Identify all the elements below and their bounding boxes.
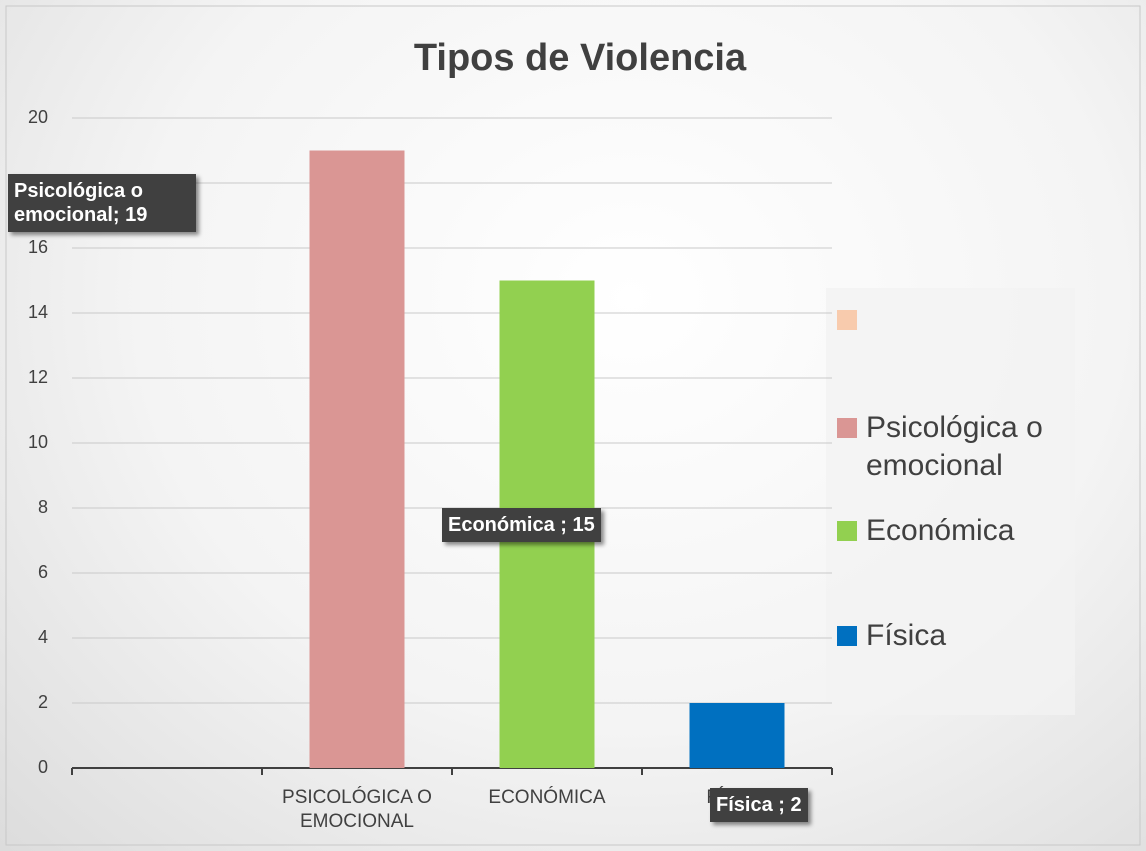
y-tick-label: 0 (38, 757, 48, 777)
x-tick-label: PSICOLÓGICA O EMOCIONAL (282, 787, 432, 832)
legend-swatch (837, 626, 857, 646)
x-tick-label: ECONÓMICA (488, 787, 606, 808)
y-tick-label: 8 (38, 497, 48, 517)
data-label: Física ; 2 (710, 788, 808, 822)
bar (689, 703, 785, 768)
y-tick-label: 10 (28, 432, 48, 452)
y-tick-label: 6 (38, 562, 48, 582)
bar (309, 150, 405, 768)
chart-border (5, 5, 1141, 846)
chart-title: Tipos de Violencia (414, 37, 747, 79)
legend-swatch (837, 310, 857, 330)
y-tick-label: 12 (28, 367, 48, 387)
legend-box (826, 288, 1075, 715)
y-tick-label: 20 (28, 107, 48, 127)
legend-label: Física (866, 619, 947, 652)
y-tick-label: 16 (28, 237, 48, 257)
y-tick-label: 4 (38, 627, 48, 647)
legend-label: Económica (866, 514, 1015, 547)
legend-label: Psicológica o emocional (866, 411, 1043, 482)
y-tick-label: 14 (28, 302, 48, 322)
data-label: Económica ; 15 (442, 508, 601, 542)
legend-swatch (837, 521, 857, 541)
data-label: Psicológica o emocional; 19 (8, 174, 196, 232)
y-tick-label: 2 (38, 692, 48, 712)
legend-swatch (837, 418, 857, 438)
